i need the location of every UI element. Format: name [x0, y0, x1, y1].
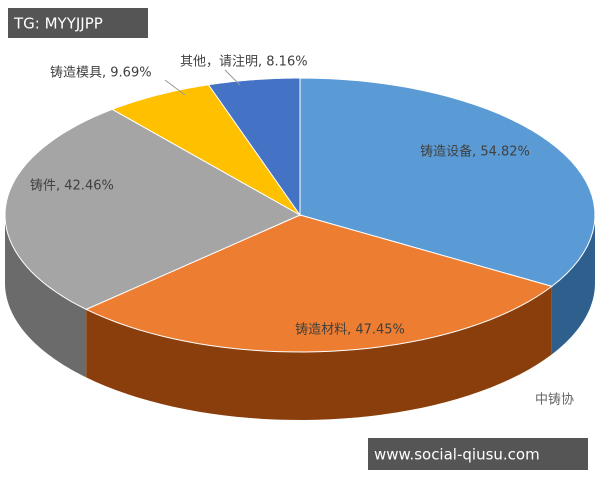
watermark: www.social-qiusu.com	[374, 446, 540, 464]
data-label: 铸造模具, 9.69%	[50, 65, 152, 81]
slice-side	[551, 215, 595, 355]
data-label: 其他，请注明, 8.16%	[180, 55, 308, 70]
leader-line	[224, 69, 241, 86]
data-label: 铸件, 42.46%	[30, 178, 114, 194]
watermark-box	[368, 438, 588, 470]
slice	[299, 77, 596, 287]
data-label: 铸造材料, 47.45%	[295, 322, 405, 338]
data-label: 铸造设备, 54.82%	[420, 144, 530, 160]
slice	[84, 214, 553, 353]
slice	[4, 108, 302, 310]
pie	[4, 77, 596, 420]
watermark: TG: MYYJJPP	[13, 15, 103, 33]
logo-text: 中铸协	[535, 392, 574, 408]
leader-line	[164, 79, 186, 96]
slice-side	[5, 215, 87, 378]
slice-side	[86, 286, 552, 420]
slice	[111, 84, 301, 216]
slice	[207, 77, 301, 217]
watermark-box	[8, 8, 148, 38]
